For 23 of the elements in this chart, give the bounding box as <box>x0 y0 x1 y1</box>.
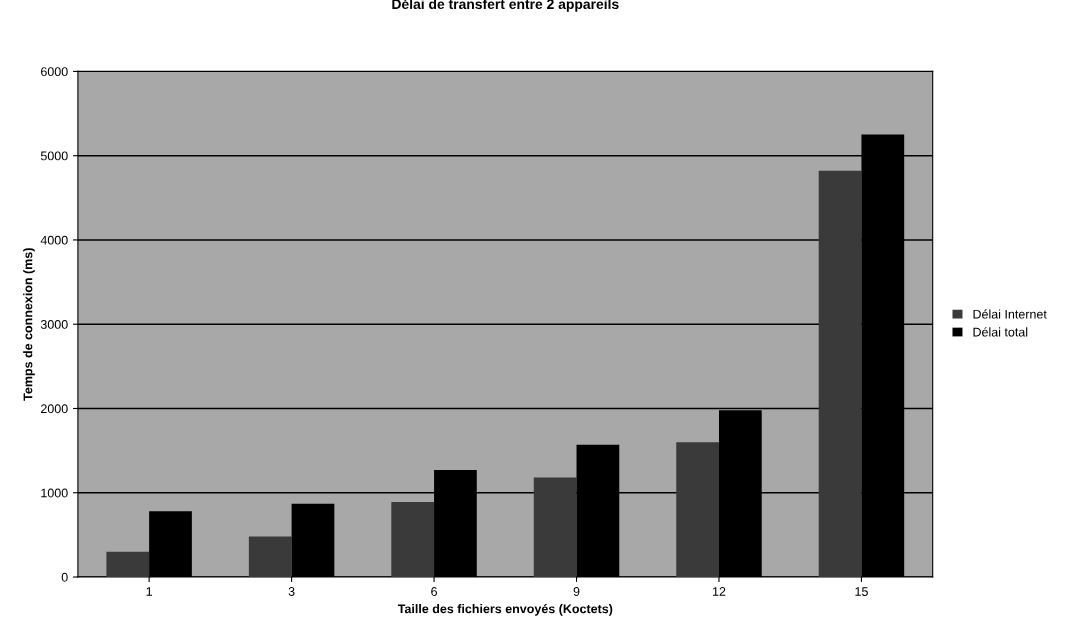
legend-label: Délai Internet <box>973 309 1047 319</box>
bar <box>533 477 577 578</box>
bar <box>818 170 862 578</box>
y-tick-label: 1000 <box>41 488 68 498</box>
x-tick-label: 9 <box>573 587 580 596</box>
y-tick-label: 3000 <box>40 320 68 329</box>
bar <box>248 536 292 578</box>
x-tick-label: 12 <box>712 587 726 596</box>
x-tick-label: 6 <box>431 587 437 596</box>
y-tick-label: 6000 <box>41 67 68 77</box>
y-tick-label: 5000 <box>40 151 68 161</box>
y-tick-label: 2000 <box>41 404 68 414</box>
bar <box>106 551 150 578</box>
x-tick-label: 1 <box>146 587 152 596</box>
x-tick-label: 15 <box>855 587 868 596</box>
y-tick-label: 0 <box>61 572 68 582</box>
bar <box>391 502 435 578</box>
legend-label: Délai total <box>973 327 1028 337</box>
x-axis-title: Taille des fichiers envoyés (Koctets) <box>397 603 613 616</box>
y-axis-title: Temps de connexion (ms) <box>23 248 35 401</box>
bar <box>676 442 719 578</box>
y-tick-label: 4000 <box>40 235 68 245</box>
x-tick-label: 3 <box>288 587 295 596</box>
